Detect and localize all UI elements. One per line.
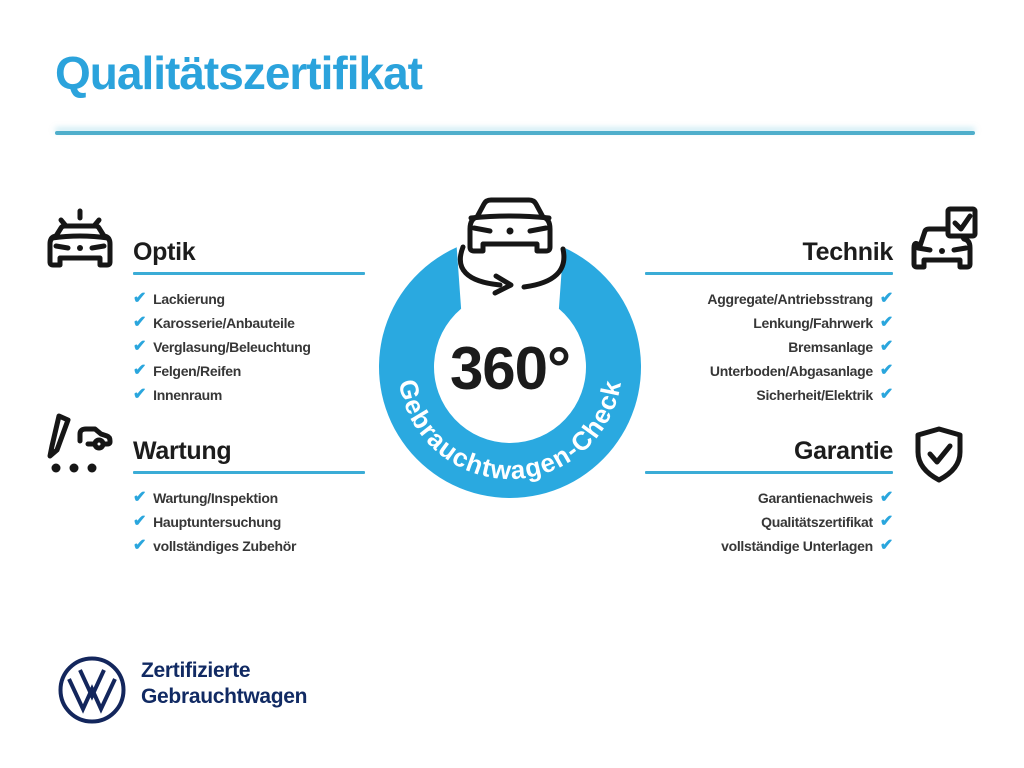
check-icon: ✔ — [879, 386, 893, 403]
checklist-item-label: Hauptuntersuchung — [153, 514, 282, 530]
checklist-item: ✔ Aggregate/Antriebsstrang — [645, 287, 893, 311]
check-icon: ✔ — [879, 513, 893, 530]
section-underline — [645, 272, 893, 275]
shining-car-icon — [47, 208, 113, 268]
car-checkbox-icon — [911, 206, 978, 270]
check-icon: ✔ — [879, 537, 893, 554]
check-icon: ✔ — [879, 290, 893, 307]
check-icon: ✔ — [133, 338, 147, 355]
checklist-item-label: Lackierung — [153, 291, 225, 307]
check-icon: ✔ — [133, 290, 147, 307]
section-technik: Technik ✔ Aggregate/Antriebsstrang ✔ Lenkun… — [645, 238, 893, 407]
checklist-item-label: Qualitätszertifikat — [761, 514, 873, 530]
checklist-item-label: Wartung/Inspektion — [153, 490, 278, 506]
section-title-optik: Optik — [133, 238, 196, 266]
section-underline — [133, 471, 365, 474]
section-wartung: Wartung ✔ Wartung/Inspektion ✔ Hauptuntersu… — [133, 437, 365, 558]
vw-logo — [58, 656, 126, 724]
checklist-item-label: Unterboden/Abgasanlage — [709, 363, 873, 379]
check-icon: ✔ — [879, 362, 893, 379]
footer-line2: Gebrauchtwagen — [141, 685, 308, 708]
check-ring — [379, 247, 641, 498]
section-underline — [645, 471, 893, 474]
checklist-item: ✔ Wartung/Inspektion — [133, 486, 365, 510]
check-icon: ✔ — [133, 386, 147, 403]
check-icon: ✔ — [133, 513, 147, 530]
degree-value: 360° — [450, 335, 570, 402]
check-icon: ✔ — [879, 314, 893, 331]
page-title: Qualitätszertifikat — [55, 47, 423, 99]
section-garantie: Garantie ✔ Garantienachweis ✔ Qualitätszert… — [645, 437, 893, 558]
360-check-badge: Gebrauchtwagen-Check 360° — [379, 197, 641, 498]
checklist-item-label: Garantienachweis — [757, 490, 873, 506]
section-title-technik: Technik — [802, 238, 893, 266]
checklist-item: ✔ Hauptuntersuchung — [133, 510, 365, 534]
section-title-garantie: Garantie — [793, 437, 893, 465]
checklist-technik: ✔ Aggregate/Antriebsstrang ✔ Lenkung/Fahrwe… — [645, 287, 893, 407]
check-icon: ✔ — [879, 489, 893, 506]
check-icon: ✔ — [133, 362, 147, 379]
checklist-item: ✔ Sicherheit/Elektrik — [645, 383, 893, 407]
checklist-optik: ✔ Lackierung ✔ Karosserie/Anbauteile ✔ Vergla… — [133, 287, 365, 407]
check-icon: ✔ — [133, 489, 147, 506]
checklist-wartung: ✔ Wartung/Inspektion ✔ Hauptuntersuchung ✔ vo… — [133, 486, 365, 558]
checklist-item-label: Verglasung/Beleuchtung — [153, 339, 311, 355]
checklist-item-label: Aggregate/Antriebsstrang — [707, 291, 873, 307]
checklist-item: ✔ Qualitätszertifikat — [645, 510, 893, 534]
footer-brand-text: Zertifizierte Gebrauchtwagen — [141, 658, 307, 710]
checklist-item: ✔ Garantienachweis — [645, 486, 893, 510]
checklist-item: ✔ Unterboden/Abgasanlage — [645, 359, 893, 383]
section-title-wartung: Wartung — [133, 437, 232, 465]
checklist-item-label: Sicherheit/Elektrik — [756, 387, 873, 403]
section-optik: Optik ✔ Lackierung ✔ Karosserie/Anbauteile ✔… — [133, 238, 365, 407]
checklist-item-label: Felgen/Reifen — [153, 363, 242, 379]
checklist-item-label: Innenraum — [153, 387, 222, 403]
shield-check-icon — [915, 426, 963, 483]
checklist-item-label: Bremsanlage — [788, 339, 873, 355]
checklist-item-label: vollständiges Zubehör — [153, 538, 297, 554]
check-icon: ✔ — [879, 338, 893, 355]
checklist-item-label: Karosserie/Anbauteile — [153, 315, 295, 331]
footer-line1: Zertifizierte — [141, 659, 251, 682]
checklist-item: ✔ vollständiges Zubehör — [133, 534, 365, 558]
check-icon: ✔ — [133, 314, 147, 331]
checklist-item: ✔ Bremsanlage — [645, 335, 893, 359]
section-underline — [133, 272, 365, 275]
checklist-item: ✔ Lenkung/Fahrwerk — [645, 311, 893, 335]
checklist-item: ✔ Innenraum — [133, 383, 365, 407]
car-360-rotation-icon — [457, 197, 567, 296]
service-checklist-icon — [47, 413, 113, 473]
checklist-item: ✔ vollständige Unterlagen — [645, 534, 893, 558]
checklist-item: ✔ Felgen/Reifen — [133, 359, 365, 383]
checklist-item: ✔ Karosserie/Anbauteile — [133, 311, 365, 335]
check-icon: ✔ — [133, 537, 147, 554]
checklist-item: ✔ Lackierung — [133, 287, 365, 311]
checklist-item-label: Lenkung/Fahrwerk — [753, 315, 873, 331]
checklist-item: ✔ Verglasung/Beleuchtung — [133, 335, 365, 359]
checklist-item-label: vollständige Unterlagen — [721, 538, 873, 554]
title-divider — [55, 131, 975, 135]
checklist-garantie: ✔ Garantienachweis ✔ Qualitätszertifikat ✔ vo… — [645, 486, 893, 558]
